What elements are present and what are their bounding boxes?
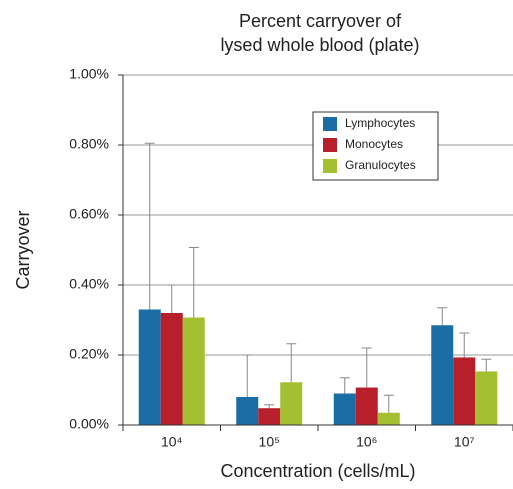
legend-label: Lymphocytes [345,116,415,130]
error-bar [242,354,253,397]
x-tick-label: 10⁶ [356,434,377,450]
bar [377,412,400,425]
bar [333,393,356,425]
bar [182,317,205,425]
error-bar [437,307,448,326]
legend-swatch [323,159,337,173]
bar [160,313,183,425]
error-bar [481,358,492,372]
bar [258,408,281,425]
legend-label: Monocytes [345,137,403,151]
bar [453,357,476,425]
error-bar [264,404,275,409]
bar [138,309,161,425]
error-bar [188,247,199,318]
error-bar [459,332,470,358]
y-tick-label: 0.40% [69,276,109,292]
bar [236,397,259,425]
x-axis-title: Concentration (cells/mL) [220,461,415,481]
error-bar [383,394,394,413]
y-tick-label: 0.60% [69,206,109,222]
bar [431,325,454,425]
error-bar [361,347,372,388]
x-tick-label: 10⁴ [161,434,183,450]
x-tick-label: 10⁵ [259,434,280,450]
y-tick-label: 0.20% [69,346,109,362]
y-tick-label: 1.00% [69,66,109,82]
error-bar [286,343,297,383]
y-tick-label: 0.00% [69,416,109,432]
legend-label: Granulocytes [345,158,416,172]
bar [355,387,378,425]
y-tick-label: 0.80% [69,136,109,152]
error-bar [144,142,155,310]
error-bar [339,377,350,394]
bar [475,371,498,425]
error-bar [166,284,177,313]
x-tick-label: 10⁷ [454,434,475,450]
chart-title: lysed whole blood (plate) [220,35,419,55]
bar [280,382,303,425]
y-axis-title: Carryover [13,210,33,289]
legend-swatch [323,117,337,131]
chart-title: Percent carryover of [239,11,402,31]
legend-swatch [323,138,337,152]
